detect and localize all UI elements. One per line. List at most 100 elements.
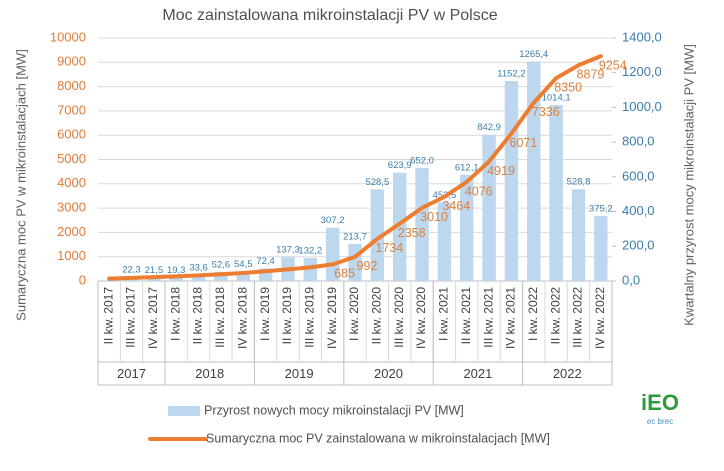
bar <box>147 277 161 281</box>
bar-value-label: 652,0 <box>410 155 434 166</box>
line <box>107 54 603 281</box>
bar <box>460 174 474 281</box>
bar-value-label: 528,5 <box>365 177 389 188</box>
line-value-label: 685 <box>334 267 355 281</box>
x-tick-label: I kw. 2019 <box>258 287 272 341</box>
bar <box>325 227 340 281</box>
logo: iEO <box>641 390 679 415</box>
x-tick-label: I kw. 2022 <box>526 287 540 341</box>
line-value-label: 3464 <box>442 199 470 213</box>
y-tick-label: 3000 <box>57 200 86 215</box>
bar-value-label: 1014,1 <box>542 92 571 103</box>
y-tick-label: 10000 <box>50 29 86 44</box>
line-value-label: 8879 <box>577 68 605 82</box>
line-value-label: 992 <box>357 259 378 273</box>
y-tick-label: 7000 <box>57 102 86 117</box>
bar-value-label: 623,9 <box>388 160 412 171</box>
bar-value-label: 19,3 <box>167 265 186 276</box>
y-tick-label: 5000 <box>57 151 86 166</box>
y-tick-label: 2000 <box>57 224 86 239</box>
bar-value-label: 22,3 <box>122 265 141 276</box>
y2-tick-label: 1200,0 <box>622 64 662 79</box>
x-tick-label: I kw. 2018 <box>168 287 182 341</box>
x-tick-label: III kw. 2018 <box>213 287 227 348</box>
bar-value-label: 612,1 <box>455 162 479 173</box>
y2-tick-label: 400,0 <box>622 203 655 218</box>
x-tick-label: III kw. 2021 <box>481 287 495 348</box>
bar-value-label: 528,8 <box>567 177 591 188</box>
bar <box>504 81 519 281</box>
bar <box>392 172 407 281</box>
bar-value-label: 132,2 <box>298 246 322 257</box>
x-tick-label: IV kw. 2022 <box>593 287 607 349</box>
logo-subtitle: ec brec <box>647 417 673 426</box>
line-value-label: 1734 <box>375 241 403 255</box>
y-tick-label: 4000 <box>57 175 86 190</box>
bar <box>571 189 586 281</box>
y2-tick-label: 800,0 <box>622 134 655 149</box>
year-label: 2019 <box>285 366 314 381</box>
y2-tick-label: 1000,0 <box>622 99 662 114</box>
year-label: 2020 <box>374 366 403 381</box>
legend-label: Sumaryczna moc PV zainstalowana w mikroi… <box>206 431 550 445</box>
line-value-label: 9254 <box>599 58 627 72</box>
y-tick-label: 8000 <box>57 78 86 93</box>
bar <box>236 271 250 281</box>
legend-swatch <box>168 406 200 416</box>
y-axis-title: Sumaryczna moc PV w mikroinstalacjach [M… <box>13 49 28 321</box>
x-tick-label: II kw. 2020 <box>370 287 384 345</box>
bar <box>549 104 563 281</box>
x-tick-label: II kw. 2021 <box>459 287 473 345</box>
x-tick-label: II kw. 2018 <box>191 287 205 345</box>
bar <box>594 215 608 281</box>
x-tick-label: IV kw. 2017 <box>146 287 160 349</box>
x-tick-label: III kw. 2019 <box>302 287 316 348</box>
x-tick-label: II kw. 2022 <box>548 287 562 345</box>
line-value-label: 2358 <box>398 226 426 240</box>
y-tick-label: 0 <box>79 272 86 287</box>
bar <box>482 134 496 281</box>
x-tick-label: III kw. 2020 <box>392 287 406 348</box>
x-tick-label: II kw. 2017 <box>101 287 115 345</box>
x-tick-label: IV kw. 2018 <box>235 287 249 349</box>
line-value-label: 3010 <box>420 210 448 224</box>
line-value-label: 7336 <box>532 105 560 119</box>
x-tick-label: III kw. 2022 <box>571 287 585 348</box>
bar <box>303 258 318 281</box>
y2-axis-title: Kwartalny przyrost mocy mikroinstalacji … <box>681 44 696 326</box>
line-value-label: 8350 <box>554 80 582 94</box>
bar-value-label: 375,2 <box>589 203 613 214</box>
bar <box>191 275 206 281</box>
bar-value-label: 213,7 <box>343 231 367 242</box>
year-label: 2018 <box>195 366 224 381</box>
bar <box>214 271 228 281</box>
x-tick-label: IV kw. 2020 <box>414 287 428 349</box>
bar-value-label: 1265,4 <box>519 49 548 60</box>
bar-value-label: 52,6 <box>212 259 231 270</box>
bar-value-label: 33,6 <box>189 263 208 274</box>
bar-value-label: 54,5 <box>234 259 253 270</box>
bar <box>437 202 452 281</box>
x-tick-label: IV kw. 2019 <box>325 287 339 349</box>
line-value-label: 4076 <box>465 184 493 198</box>
bar-value-label: 21,5 <box>145 265 164 276</box>
bar <box>370 189 385 281</box>
legend-label: Przyrost nowych mocy mikroinstalacji PV … <box>204 403 464 417</box>
y2-tick-label: 0,0 <box>622 272 640 287</box>
year-label: 2017 <box>117 366 146 381</box>
chart-title: Moc zainstalowana mikroinstalacji PV w P… <box>162 7 497 24</box>
y-tick-label: 1000 <box>57 248 86 263</box>
x-tick-label: II kw. 2019 <box>280 287 294 345</box>
x-tick-label: III kw. 2017 <box>124 287 138 348</box>
year-label: 2022 <box>553 366 582 381</box>
line-value-label: 4919 <box>487 164 515 178</box>
y-tick-label: 6000 <box>57 127 86 142</box>
bar-value-label: 842,9 <box>477 122 501 133</box>
x-tick-label: IV kw. 2021 <box>504 287 518 349</box>
bar-value-label: 137,3 <box>276 245 300 256</box>
x-tick-label: I kw. 2021 <box>437 287 451 341</box>
bar <box>415 167 429 281</box>
line-value-label: 6071 <box>510 136 538 150</box>
bar-value-label: 307,2 <box>321 215 345 226</box>
